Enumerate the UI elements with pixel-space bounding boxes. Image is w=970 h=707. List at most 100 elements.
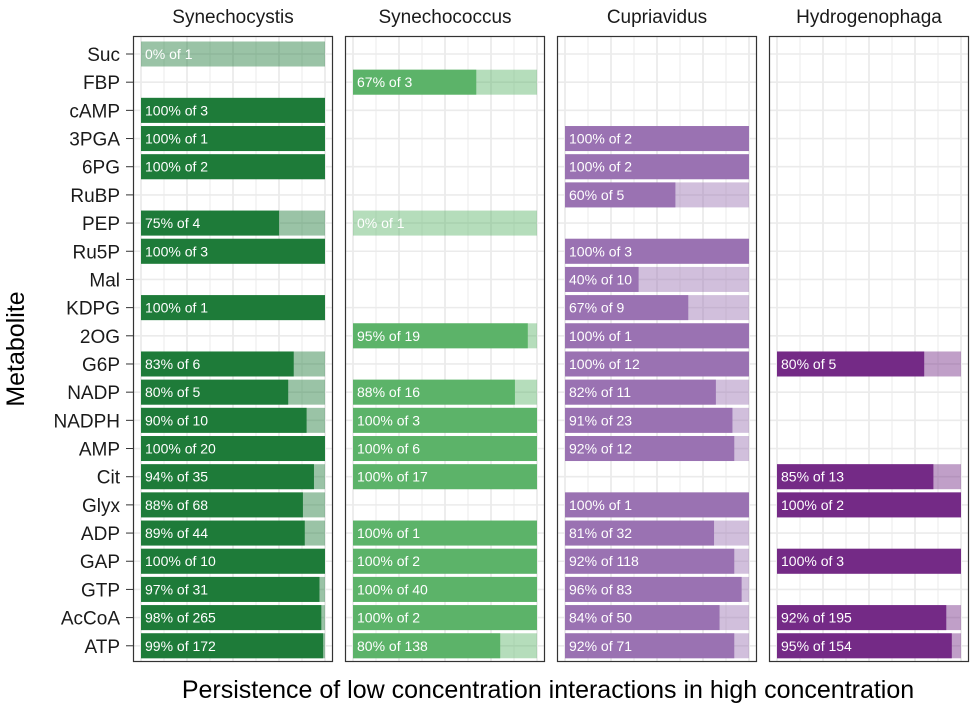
bar-label: 100% of 3 (145, 102, 208, 118)
bar-label: 100% of 2 (145, 159, 208, 175)
bar-label: 100% of 2 (781, 497, 844, 513)
bar-synechocystis-gtp: 97% of 31 (141, 576, 325, 602)
bar-label: 88% of 68 (145, 497, 208, 513)
y-axis: Suc FBP cAMP 3PGA 6PG RuBP PEP Ru5P Mal KDPG 2OG G6… (53, 45, 133, 658)
bar-label: 95% of 19 (357, 328, 420, 344)
bar-label: 95% of 154 (781, 638, 852, 654)
bar-label: 81% of 32 (569, 525, 632, 541)
bar-synechococcus-nadp: 88% of 16 (353, 379, 537, 405)
bar-persistent (777, 548, 961, 574)
y-tick-label-g6p: G6P (82, 355, 120, 376)
panel-border (768, 35, 970, 663)
bar-label: 89% of 44 (145, 525, 208, 541)
facet-title-cupriavidus: Cupriavidus (607, 7, 707, 28)
bar-label: 100% of 1 (569, 497, 632, 513)
bar-persistent (565, 154, 749, 180)
bar-cupriavidus-2og: 100% of 1 (565, 323, 749, 349)
bar-label: 88% of 16 (357, 384, 420, 400)
bar-label: 92% of 12 (569, 441, 632, 457)
y-tick-label-nadph: NADPH (53, 411, 120, 432)
bar-persistent (141, 210, 279, 236)
bar-cupriavidus-g6p: 100% of 12 (565, 351, 749, 377)
bar-persistent (565, 605, 720, 631)
y-tick-label-atp: ATP (84, 637, 120, 658)
bar-persistent (353, 605, 537, 631)
bar-cupriavidus-gap: 92% of 118 (565, 548, 749, 574)
bar-persistent (141, 464, 314, 490)
bar-synechocystis-atp: 99% of 172 (141, 633, 325, 659)
bar-label: 0% of 1 (145, 46, 193, 62)
bar-cupriavidus-glyx: 100% of 1 (565, 492, 749, 518)
bar-cupriavidus-ru5p: 100% of 3 (565, 238, 749, 264)
bar-cupriavidus-atp: 92% of 71 (565, 633, 749, 659)
bar-label: 100% of 12 (569, 356, 640, 372)
bar-synechocystis-glyx: 88% of 68 (141, 492, 325, 518)
bar-label: 97% of 31 (145, 581, 208, 597)
bar-label: 100% of 1 (145, 300, 208, 316)
bar-label: 83% of 6 (145, 356, 200, 372)
facet-panels: 0% of 1 100% of 3 100% of 1 100% of 2 75% of… (132, 7, 970, 663)
facet-synechococcus: 67% of 3 0% of 1 95% of 19 88% of 16 100% of… (344, 7, 546, 663)
bar-label: 100% of 3 (569, 243, 632, 259)
bar-cupriavidus-mal: 40% of 10 (565, 266, 749, 292)
bar-cupriavidus-nadp: 82% of 11 (565, 379, 749, 405)
bar-persistent (141, 379, 289, 405)
facet-cupriavidus: 100% of 2 100% of 2 60% of 5 100% of 3 40% o… (556, 7, 758, 663)
bar-label: 100% of 17 (357, 469, 428, 485)
y-tick-label-nadp: NADP (67, 383, 120, 404)
bar-label: 60% of 5 (569, 187, 624, 203)
bar-persistent (141, 492, 303, 518)
bar-synechocystis-accoa: 98% of 265 (141, 605, 325, 631)
bar-persistent (565, 576, 742, 602)
bar-persistent (565, 266, 639, 292)
bar-persistent (353, 520, 537, 546)
bar-label: 80% of 5 (145, 384, 200, 400)
bar-synechocystis-6pg: 100% of 2 (141, 154, 325, 180)
bar-cupriavidus-kdpg: 67% of 9 (565, 295, 749, 321)
bar-cupriavidus-adp: 81% of 32 (565, 520, 749, 546)
bar-persistent (353, 379, 515, 405)
y-tick-label-3pga: 3PGA (69, 130, 120, 151)
bar-synechococcus-gap: 100% of 2 (353, 548, 537, 574)
panel-border (344, 35, 546, 663)
bar-label: 100% of 2 (569, 159, 632, 175)
bar-hydrogenophaga-glyx: 100% of 2 (777, 492, 961, 518)
bar-label: 92% of 71 (569, 638, 632, 654)
y-tick-label-2og: 2OG (80, 327, 120, 348)
facet-hydrogenophaga: 80% of 5 85% of 13 100% of 2 100% of 3 92% o… (768, 7, 970, 663)
bar-persistent (141, 633, 324, 659)
bar-cupriavidus-rubp: 60% of 5 (565, 182, 749, 208)
bar-label: 100% of 10 (145, 553, 216, 569)
y-tick-label-mal: Mal (89, 270, 120, 291)
bar-cupriavidus-6pg: 100% of 2 (565, 154, 749, 180)
y-tick-label-6pg: 6PG (82, 158, 120, 179)
y-tick-label-gtp: GTP (81, 580, 120, 601)
bar-label: 80% of 5 (781, 356, 836, 372)
bar-persistent (565, 323, 749, 349)
bar-synechococcus-fbp: 67% of 3 (353, 69, 537, 95)
bar-label: 100% of 1 (357, 525, 420, 541)
bar-persistent (565, 520, 715, 546)
bar-synechocystis-amp: 100% of 20 (141, 436, 325, 462)
bar-persistent (565, 633, 735, 659)
bar-persistent (353, 576, 537, 602)
bar-persistent (141, 351, 294, 377)
bar-persistent (565, 182, 676, 208)
bar-persistent (141, 520, 305, 546)
bar-persistent (565, 407, 733, 433)
bar-label: 100% of 1 (145, 131, 208, 147)
bar-label: 40% of 10 (569, 271, 632, 287)
bar-synechocystis-g6p: 83% of 6 (141, 351, 325, 377)
bar-cupriavidus-3pga: 100% of 2 (565, 126, 749, 152)
bar-label: 94% of 35 (145, 469, 208, 485)
bar-label: 100% of 2 (357, 553, 420, 569)
y-tick-label-rubp: RuBP (70, 186, 120, 207)
bar-persistent (353, 464, 537, 490)
bar-persistent (141, 576, 320, 602)
bar-synechococcus-amp: 100% of 6 (353, 436, 537, 462)
bar-persistent (565, 351, 749, 377)
bar-label: 67% of 3 (357, 74, 412, 90)
bar-synechocystis-camp: 100% of 3 (141, 97, 325, 123)
bar-persistent (141, 126, 325, 152)
